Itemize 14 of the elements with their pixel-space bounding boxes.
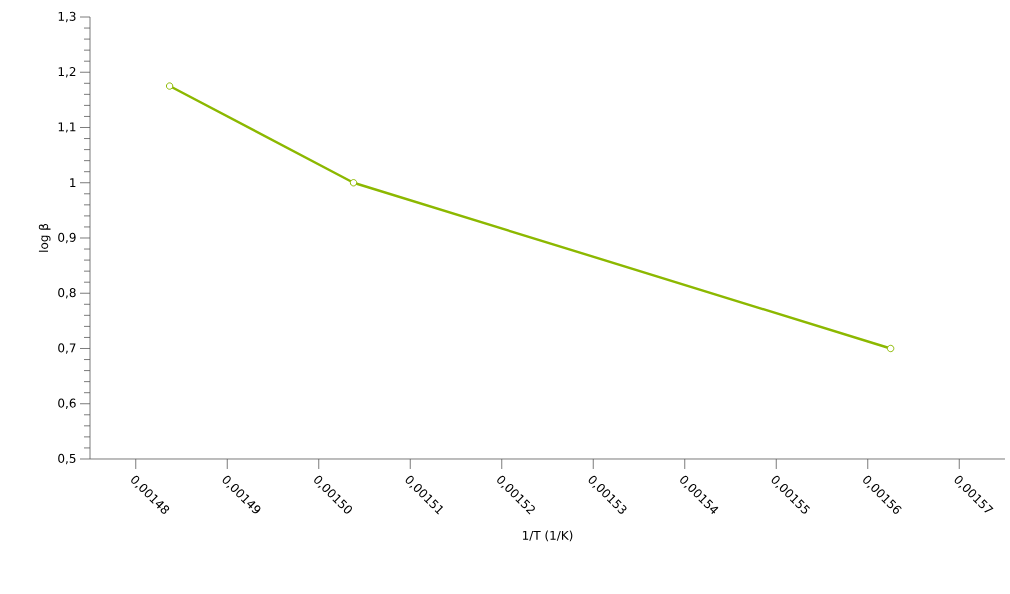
y-tick-label: 1 bbox=[70, 178, 76, 188]
point bbox=[886, 344, 895, 353]
y-tick-label: 0,8 bbox=[58, 288, 76, 299]
y-tick-label: 0,5 bbox=[58, 453, 76, 465]
point bbox=[165, 82, 174, 90]
y-tick-label: 0,9 bbox=[58, 232, 76, 244]
y-tick-label: 1,1 bbox=[58, 122, 76, 133]
y-tick-label: 0,7 bbox=[58, 343, 76, 354]
y-axis-title: log β bbox=[38, 223, 51, 252]
point bbox=[349, 179, 358, 187]
x-axis-title: 1/T (1/K) bbox=[522, 530, 573, 542]
y-tick-label: 1,3 bbox=[58, 11, 76, 23]
y-tick-label: 1,2 bbox=[58, 67, 76, 78]
y-tick-label: 0,6 bbox=[58, 398, 76, 409]
